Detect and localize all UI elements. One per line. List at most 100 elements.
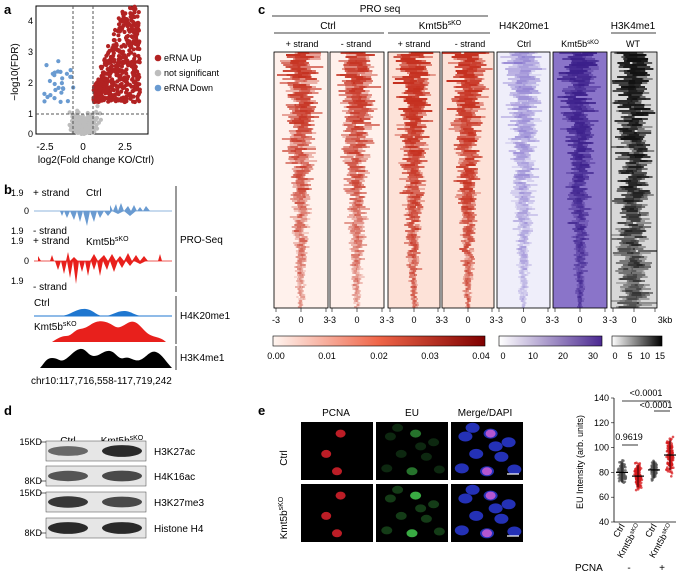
- heatmap-cell: [572, 200, 582, 202]
- subheader: - strand: [455, 39, 486, 49]
- heatmap-cell: [406, 212, 413, 214]
- minus-strand-ko: - strand: [33, 282, 67, 293]
- heatmap-cell: [519, 134, 531, 136]
- heatmap-cell: [301, 236, 308, 238]
- heatmap-cell: [514, 152, 524, 154]
- heatmap-cell: [632, 198, 648, 200]
- heatmap-cell: [411, 100, 422, 102]
- heatmap-cell: [523, 228, 530, 230]
- heatmap-cell: [468, 266, 473, 268]
- heatmap-cell: [618, 250, 636, 252]
- heatmap-cell: [292, 218, 301, 220]
- heatmap-cell: [400, 66, 425, 68]
- heatmap-cell: [458, 112, 472, 114]
- heatmap-cell: [568, 208, 581, 210]
- heatmap-cell: [341, 148, 359, 150]
- heatmap-cell: [352, 284, 359, 286]
- heatmap-cell: [299, 240, 308, 242]
- heatmap-cell: [409, 140, 420, 142]
- heatmap-cell: [351, 122, 372, 124]
- heatmap-cell: [522, 184, 530, 186]
- heatmap-cell: [349, 264, 358, 266]
- volcano-point: [94, 126, 100, 131]
- heatmap-cell: [297, 178, 314, 180]
- heatmap-cell: [579, 292, 583, 294]
- heatmap-cell: [410, 242, 416, 244]
- heatmap-cell: [294, 234, 305, 236]
- volcano-point: [130, 76, 135, 82]
- heatmap-cell: [349, 232, 360, 234]
- heatmap-cell: [351, 180, 365, 182]
- heatmap-cell: [355, 292, 360, 294]
- heatmap-cell: [410, 134, 422, 136]
- heatmap-cell: [572, 160, 587, 162]
- heatmap-cell: [581, 110, 599, 112]
- eu-dot: [637, 466, 640, 470]
- heatmap-cell: [520, 208, 532, 210]
- heatmap-cell: [517, 110, 529, 112]
- heatmap-cell: [467, 218, 474, 220]
- heatmap-cell: [412, 300, 417, 302]
- heatmap-cell: [411, 188, 425, 190]
- heatmap-cell: [353, 226, 362, 228]
- heatmap-cell: [467, 224, 473, 226]
- heatmap-cell: [615, 262, 639, 264]
- heatmap-cell: [352, 272, 357, 274]
- heatmap-cell: [578, 248, 584, 250]
- heatmap-cell: [619, 234, 632, 236]
- micrograph-nucleus: [488, 441, 503, 452]
- eu-dot: [622, 481, 625, 485]
- heatmap-cell: [298, 252, 308, 254]
- heatmap-cell: [297, 258, 306, 260]
- heatmap-cell: [467, 260, 473, 262]
- heatmap-cell: [625, 204, 648, 206]
- heatmap-cell: [519, 58, 534, 60]
- heatmap-cell: [509, 94, 526, 96]
- heatmap-cell: [299, 192, 306, 194]
- heatmap-cell: [301, 124, 312, 126]
- heatmap-cell: [350, 210, 362, 212]
- heatmap-cell: [346, 88, 364, 90]
- heatmap-cell: [414, 160, 422, 162]
- heatmap-cell: [612, 82, 636, 84]
- heatmap-xtick-label: -3: [386, 315, 394, 325]
- pcna-pos: +: [659, 563, 665, 574]
- heatmap-cell: [298, 282, 303, 284]
- heatmap-cell: [356, 306, 360, 308]
- heatmap-cell: [409, 122, 418, 124]
- heatmap-cell: [518, 186, 527, 188]
- heatmap-cell: [293, 198, 304, 200]
- heatmap-cell: [579, 238, 585, 240]
- heatmap-cell: [411, 286, 417, 288]
- heatmap-cell: [520, 256, 528, 258]
- micrograph-nucleus: [406, 529, 418, 538]
- heatmap-cell: [298, 270, 306, 272]
- volcano-point: [117, 75, 122, 80]
- heatmap-cell: [618, 84, 641, 86]
- heatmap-cell: [349, 198, 358, 200]
- heatmap-cell: [351, 262, 360, 264]
- heatmap-cell: [581, 264, 587, 266]
- heatmap-cell: [571, 190, 579, 192]
- heatmap-cell: [460, 208, 472, 210]
- heatmap-cell: [507, 124, 519, 126]
- heatmap-cell: [522, 256, 529, 258]
- heatmap-cell: [408, 124, 426, 126]
- heatmap-cell: [576, 244, 582, 246]
- heatmap-cell: [285, 104, 296, 106]
- heatmap-cell: [632, 98, 651, 100]
- volcano-point: [126, 52, 131, 57]
- heatmap-cell: [464, 174, 477, 176]
- heatmap-cell: [516, 174, 530, 176]
- heatmap-cell: [619, 136, 642, 138]
- heatmap-cell: [467, 58, 479, 60]
- heatmap-cell: [513, 108, 523, 110]
- heatmap-cell: [520, 276, 526, 278]
- heatmap-cell: [635, 122, 646, 124]
- heatmap-cell: [412, 300, 416, 302]
- heatmap-cell: [404, 242, 413, 244]
- micrograph-nucleus: [507, 526, 522, 537]
- plus-strand-ctrl: + strand: [33, 188, 69, 199]
- heatmap-cell: [412, 210, 420, 212]
- cbar-tick: 0.00: [267, 351, 285, 361]
